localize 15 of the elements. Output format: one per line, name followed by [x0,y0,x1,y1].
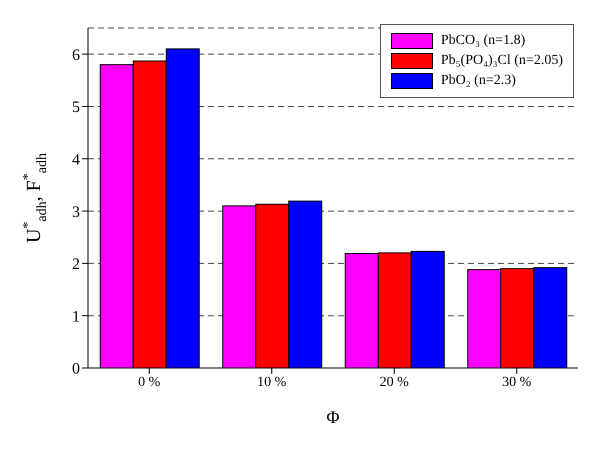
x-tick-label: 30 % [502,374,532,390]
y-tick-label: 3 [72,204,80,221]
x-axis-title: Φ [326,407,340,427]
y-tick-label: 4 [72,151,80,168]
x-tick-label: 0 % [138,374,161,390]
y-tick-label: 1 [72,308,80,326]
legend-label: PbCO₃ (n=1.8) [440,33,526,49]
legend-label: PbO₂ (n=2.3) [440,73,516,89]
y-tick-label: 5 [72,99,80,116]
legend-label: Pb₅(PO₄)₃Cl (n=2.05) [440,53,563,69]
x-tick-label: 10 % [257,374,287,390]
x-tick-label: 20 % [380,374,410,390]
y-tick-label: 2 [72,256,80,274]
y-tick-label: 6 [72,46,80,64]
y-tick-label: 0 [72,360,80,378]
